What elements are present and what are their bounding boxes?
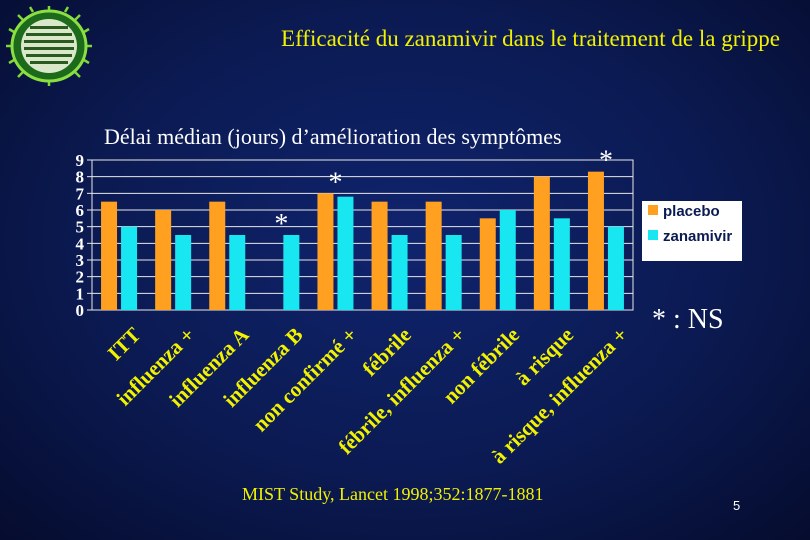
significance-footnote: * : NS: [652, 304, 724, 335]
y-tick-label: 4: [76, 234, 85, 253]
legend-label-placebo: placebo: [663, 203, 720, 220]
bar-placebo: [317, 193, 334, 310]
y-tick-label: 2: [76, 268, 85, 287]
x-tick-label-group: ITT: [103, 323, 146, 366]
bar-placebo: [533, 176, 550, 310]
bar-placebo: [155, 210, 172, 310]
virus-spikes: [6, 6, 92, 86]
y-tick-label: 1: [76, 284, 85, 303]
y-tick-label: 6: [76, 201, 85, 220]
plot-area: [91, 159, 634, 311]
bar-zanamivir: [121, 226, 138, 310]
bar-zanamivir: [445, 235, 462, 310]
bar-placebo: [587, 171, 604, 310]
bar-zanamivir: [391, 235, 408, 310]
bar-placebo: [479, 218, 496, 310]
x-tick-label: ITT: [103, 323, 146, 366]
y-tick-label: 8: [76, 168, 85, 187]
bar-zanamivir: [553, 218, 570, 310]
y-tick-label: 3: [76, 251, 85, 270]
slide-title: Efficacité du zanamivir dans le traiteme…: [281, 26, 780, 51]
significance-marker: *: [274, 209, 288, 240]
bar-zanamivir: [337, 196, 354, 310]
page-number: 5: [733, 498, 741, 513]
y-tick-label: 0: [76, 301, 85, 320]
bar-placebo: [371, 201, 388, 310]
bar-placebo: [101, 201, 118, 310]
y-tick-label: 9: [76, 151, 85, 170]
bar-placebo: [425, 201, 442, 310]
citation: MIST Study, Lancet 1998;352:1877-1881: [242, 484, 544, 504]
bar-placebo: [209, 201, 226, 310]
bar-zanamivir: [229, 235, 246, 310]
chart-title: Délai médian (jours) d’amélioration des …: [104, 124, 562, 149]
bar-zanamivir: [175, 235, 192, 310]
legend-swatch-placebo: [648, 205, 658, 215]
significance-marker: *: [599, 146, 613, 177]
bar-zanamivir: [499, 210, 516, 310]
y-tick-label: 7: [76, 184, 85, 203]
bar-zanamivir: [283, 235, 300, 310]
virus-logo: [6, 6, 92, 86]
legend-label-zanamivir: zanamivir: [663, 228, 732, 245]
legend-swatch-zanamivir: [648, 230, 658, 240]
bar-zanamivir: [607, 226, 624, 310]
significance-marker: *: [328, 167, 342, 198]
legend-box: [642, 201, 742, 261]
y-tick-label: 5: [76, 218, 85, 237]
